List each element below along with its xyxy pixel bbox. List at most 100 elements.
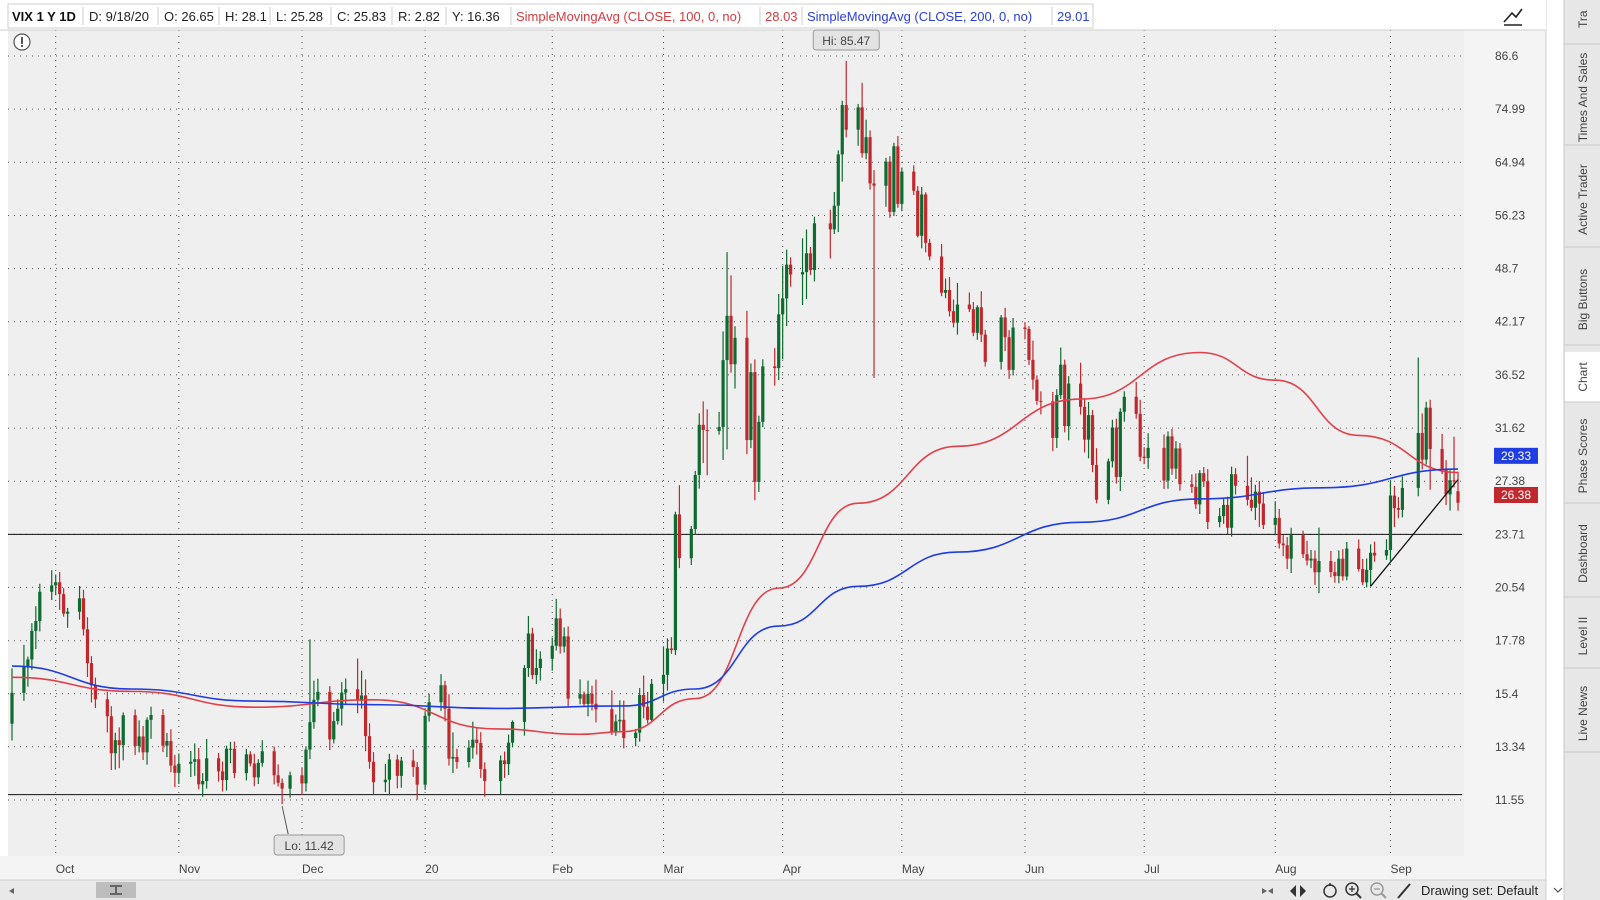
- tab-level-ii[interactable]: Level II: [1564, 604, 1600, 669]
- candle-body: [538, 658, 542, 669]
- tab-label[interactable]: Big Buttons: [1576, 269, 1590, 330]
- candle-body: [888, 161, 892, 212]
- tab-label[interactable]: Phase Scores: [1576, 419, 1590, 494]
- candle-body: [276, 775, 280, 783]
- candle-body: [81, 598, 86, 630]
- candle-body: [951, 311, 956, 323]
- candle: [705, 409, 709, 476]
- candle-body: [1333, 572, 1337, 577]
- y-tick-label: 86.6: [1495, 49, 1519, 63]
- drawing-set-dropdown-icon[interactable]: [1553, 887, 1563, 893]
- candle-body: [499, 760, 503, 781]
- candle: [50, 570, 54, 601]
- candle: [228, 741, 233, 764]
- candle: [777, 294, 781, 380]
- time-axis[interactable]: [0, 856, 1546, 880]
- candle-body: [757, 421, 761, 482]
- candle: [1273, 501, 1277, 536]
- close-value: C: 25.83: [337, 9, 386, 24]
- candle: [530, 627, 535, 680]
- tab-label[interactable]: Dashboard: [1576, 524, 1590, 583]
- candle: [761, 359, 765, 428]
- candle-body: [872, 183, 876, 186]
- lo-annotation: Lo: 11.42: [273, 806, 345, 856]
- tab-phase-scores[interactable]: Phase Scores: [1564, 409, 1600, 504]
- candle: [359, 670, 364, 709]
- candle-body: [58, 582, 62, 595]
- candle: [912, 165, 916, 195]
- tab-chart[interactable]: Chart: [1564, 352, 1600, 403]
- candle-body: [1079, 383, 1083, 407]
- candle: [916, 186, 920, 238]
- sma100-label[interactable]: SimpleMovingAvg (CLOSE, 100, 0, no): [516, 9, 741, 24]
- candle: [260, 740, 264, 767]
- candle: [1094, 448, 1099, 504]
- header-study-strip: [7, 3, 1094, 29]
- candle: [892, 142, 896, 217]
- drawing-set-label[interactable]: Drawing set: Default: [1421, 883, 1538, 898]
- candle-body: [1090, 415, 1095, 466]
- scroll-left-icon[interactable]: [9, 888, 14, 894]
- sma200-label[interactable]: SimpleMovingAvg (CLOSE, 200, 0, no): [807, 9, 1032, 24]
- candle-body: [1329, 561, 1333, 573]
- candle: [804, 229, 809, 299]
- candle: [1388, 480, 1393, 561]
- candle-body: [777, 314, 781, 369]
- candle: [201, 773, 205, 797]
- reset-icon[interactable]: [1323, 883, 1337, 898]
- candle: [1174, 441, 1178, 479]
- candle-body: [1396, 508, 1401, 510]
- drawing-style-icon[interactable]: [1500, 6, 1524, 26]
- high-value: H: 28.1: [225, 9, 267, 24]
- tab-label[interactable]: Live News: [1576, 686, 1590, 741]
- candle: [1007, 330, 1011, 379]
- candle-body: [673, 514, 678, 651]
- info-icon[interactable]: [13, 33, 31, 51]
- zoom-out-icon[interactable]: [1370, 882, 1387, 899]
- tab-times-and-sales[interactable]: Times And Sales: [1564, 50, 1600, 146]
- candle-body: [113, 740, 117, 754]
- trendline[interactable]: [1370, 479, 1459, 587]
- candle: [1345, 541, 1349, 581]
- trendline-group[interactable]: [1370, 479, 1459, 587]
- zoom-in-icon[interactable]: [1345, 882, 1362, 899]
- drawing-tool-icon[interactable]: [1397, 883, 1411, 899]
- candle: [928, 239, 932, 261]
- candle: [177, 753, 181, 785]
- candle-body: [1142, 456, 1146, 458]
- candle: [554, 598, 558, 651]
- tab-trade-partial[interactable]: Tra: [1576, 10, 1590, 28]
- tab-label[interactable]: Times And Sales: [1576, 53, 1590, 143]
- symbol-label[interactable]: VIX 1 Y 1D: [12, 9, 76, 24]
- candle-body: [304, 749, 308, 784]
- candle-body: [415, 766, 419, 785]
- sma200-line: [11, 468, 1459, 710]
- tab-live-news[interactable]: Live News: [1564, 675, 1600, 753]
- tab-label[interactable]: Level II: [1576, 617, 1590, 656]
- candle-body: [1039, 400, 1043, 402]
- candle: [1277, 508, 1281, 549]
- candle-body: [705, 429, 709, 432]
- candle-body: [661, 674, 666, 684]
- candle-body: [1249, 499, 1254, 508]
- tab-active-trader[interactable]: Active Trader: [1564, 152, 1600, 248]
- candle: [193, 743, 197, 776]
- tab-dashboard[interactable]: Dashboard: [1564, 510, 1600, 598]
- scroll-left-small-icon[interactable]: [1268, 888, 1273, 894]
- tab-label[interactable]: Active Trader: [1576, 164, 1590, 235]
- candle: [983, 329, 987, 367]
- price-axis[interactable]: [1464, 30, 1546, 856]
- candle-body: [562, 636, 566, 647]
- candle-body: [610, 709, 614, 732]
- pan-icon[interactable]: [1290, 885, 1306, 897]
- candle: [165, 732, 169, 758]
- tab-big-buttons[interactable]: Big Buttons: [1564, 254, 1600, 346]
- candle: [455, 748, 459, 769]
- candle: [1055, 389, 1059, 448]
- tab-label[interactable]: Chart: [1576, 362, 1590, 392]
- candle-body: [1253, 491, 1258, 508]
- candle: [1178, 443, 1182, 491]
- scroll-handle[interactable]: [96, 882, 136, 898]
- scroll-right-icon[interactable]: [1262, 888, 1267, 894]
